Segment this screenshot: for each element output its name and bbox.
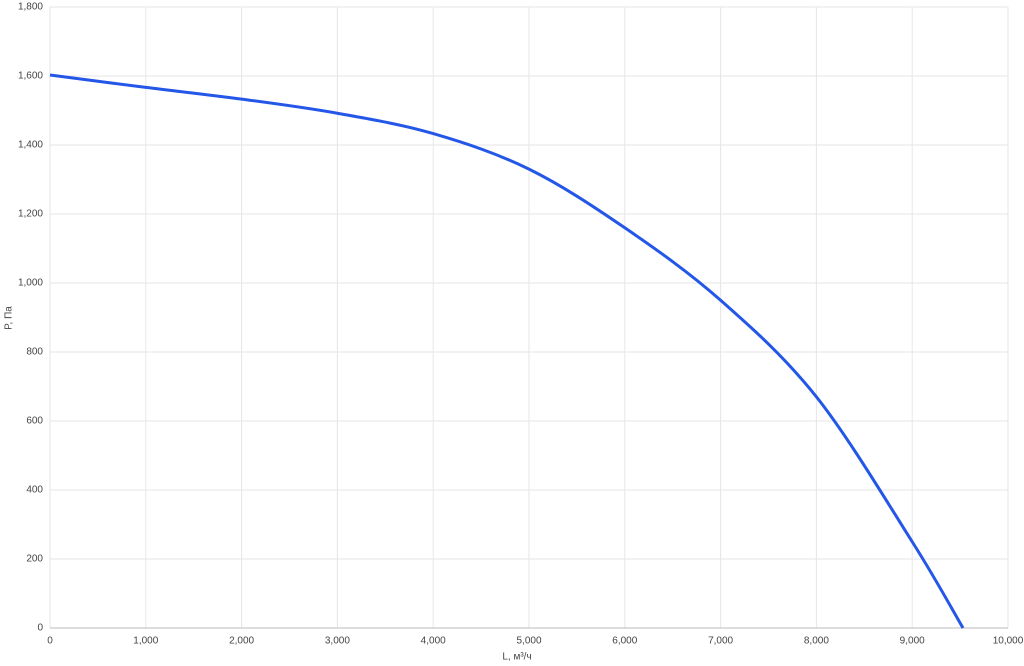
data-line: [49, 73, 965, 629]
y-tick-label: 1,800: [18, 2, 43, 13]
y-tick-label: 1,600: [18, 71, 43, 82]
x-tick-label: 8,000: [804, 636, 829, 647]
x-tick-label: 6,000: [612, 636, 637, 647]
x-tick-label: 4,000: [421, 636, 446, 647]
y-tick-label: 1,200: [18, 209, 43, 220]
y-tick-label: 400: [26, 485, 43, 496]
y-tick-label: 1,400: [18, 140, 43, 151]
x-tick-label: 0: [47, 636, 53, 647]
x-tick-label: 2,000: [229, 636, 254, 647]
y-tick-label: 0: [37, 623, 43, 634]
y-tick-label: 1,000: [18, 278, 43, 289]
x-tick-label: 7,000: [708, 636, 733, 647]
y-tick-label: 600: [26, 416, 43, 427]
x-tick-label: 9,000: [900, 636, 925, 647]
y-tick-label: 200: [26, 554, 43, 565]
x-tick-label: 10,000: [993, 636, 1024, 647]
y-axis-title: P, Па: [4, 306, 15, 330]
x-tick-label: 3,000: [325, 636, 350, 647]
x-tick-label: 1,000: [133, 636, 158, 647]
y-tick-label: 800: [26, 347, 43, 358]
x-axis-title: L, м³/ч: [502, 652, 531, 663]
x-tick-label: 5,000: [516, 636, 541, 647]
